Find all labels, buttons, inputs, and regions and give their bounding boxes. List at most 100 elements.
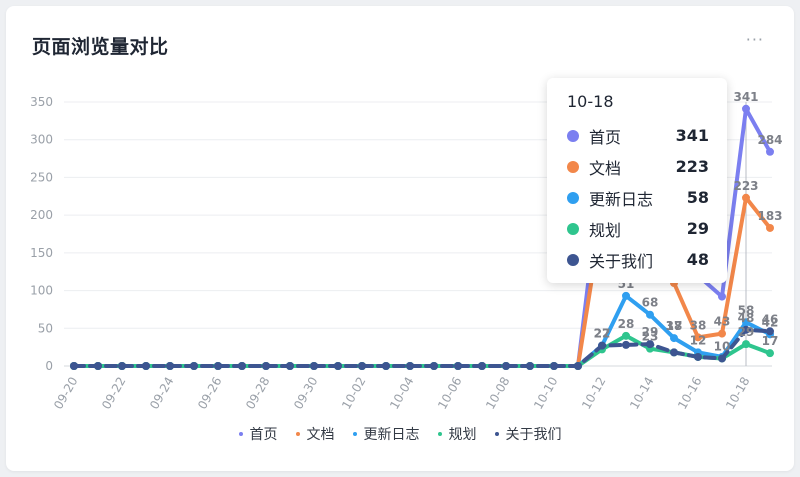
- data-point: [262, 362, 270, 370]
- data-point: [166, 362, 174, 370]
- more-options-icon[interactable]: ···: [745, 30, 764, 49]
- data-label: 48: [738, 311, 755, 325]
- data-label: 17: [762, 334, 779, 348]
- tooltip-row: 关于我们 48: [567, 244, 709, 275]
- tooltip-series-value: 48: [686, 250, 709, 269]
- data-label: 28: [618, 317, 635, 331]
- tooltip-row: 文档 223: [567, 151, 709, 182]
- tooltip-series-name: 文档: [589, 158, 622, 178]
- tooltip-series-name: 更新日志: [589, 189, 654, 209]
- y-tick-label: 50: [38, 321, 53, 335]
- legend-item[interactable]: 更新日志: [352, 424, 420, 444]
- x-tick-label: 10-12: [579, 375, 609, 412]
- data-point: [742, 193, 750, 202]
- legend-dot-icon: [352, 432, 357, 436]
- tooltip-dot-icon: [567, 160, 579, 173]
- x-tick-label: 10-10: [531, 375, 561, 412]
- data-point: [646, 340, 654, 349]
- y-tick-label: 200: [30, 208, 53, 222]
- data-label: 46: [762, 312, 779, 326]
- data-label: 43: [714, 315, 731, 329]
- data-label: 29: [642, 325, 659, 339]
- data-label: 12: [690, 333, 707, 347]
- y-tick-label: 250: [30, 170, 53, 184]
- y-tick-label: 350: [30, 95, 53, 109]
- x-tick-label: 10-08: [483, 375, 513, 412]
- tooltip-dot-icon: [567, 191, 579, 204]
- tooltip-row: 规划 29: [567, 213, 709, 244]
- x-tick-label: 09-26: [195, 375, 225, 412]
- tooltip-series-value: 223: [675, 157, 709, 176]
- data-point: [718, 292, 726, 301]
- tooltip-row: 首页 341: [567, 120, 709, 151]
- chart-tooltip: 10-18 首页 341 文档 223 更新日志 58 规划 29 关于我们 48: [547, 78, 727, 283]
- data-point: [574, 362, 582, 370]
- data-label: 223: [733, 179, 758, 193]
- data-point: [502, 362, 510, 370]
- data-point: [622, 340, 630, 349]
- data-point: [622, 291, 630, 300]
- data-point: [430, 362, 438, 370]
- data-point: [214, 362, 222, 370]
- data-point: [694, 352, 702, 361]
- legend-dot-icon: [494, 432, 499, 436]
- data-point: [766, 349, 774, 358]
- legend-item[interactable]: 文档: [295, 424, 335, 444]
- tooltip-dot-icon: [567, 129, 579, 142]
- data-point: [670, 348, 678, 357]
- x-tick-label: 10-02: [339, 375, 369, 412]
- tooltip-series-name: 关于我们: [589, 251, 654, 271]
- data-point: [742, 104, 750, 113]
- data-point: [742, 340, 750, 349]
- tooltip-series-name: 规划: [589, 220, 622, 240]
- data-label: 284: [757, 133, 782, 147]
- tooltip-dot-icon: [567, 253, 579, 266]
- x-tick-label: 09-28: [243, 375, 273, 412]
- data-point: [190, 362, 198, 370]
- data-point: [550, 362, 558, 370]
- data-label: 22: [594, 327, 611, 341]
- legend-item[interactable]: 关于我们: [494, 424, 562, 444]
- data-point: [406, 362, 414, 370]
- x-tick-label: 10-16: [675, 375, 705, 412]
- data-point: [286, 362, 294, 370]
- legend-dot-icon: [238, 432, 243, 436]
- x-tick-label: 09-22: [99, 375, 129, 412]
- x-tick-label: 10-18: [723, 375, 753, 412]
- tooltip-series-name: 首页: [589, 127, 622, 147]
- data-point: [142, 362, 150, 370]
- data-point: [478, 362, 486, 370]
- data-label: 10: [714, 339, 731, 353]
- data-point: [238, 362, 246, 370]
- data-point: [694, 333, 702, 342]
- legend-item[interactable]: 规划: [437, 424, 477, 444]
- legend-item[interactable]: 首页: [238, 424, 278, 444]
- data-point: [718, 354, 726, 363]
- chart-legend: 首页 文档 更新日志 规划 关于我们: [0, 424, 800, 444]
- x-tick-label: 09-30: [291, 375, 321, 412]
- y-tick-label: 150: [30, 246, 53, 260]
- y-tick-label: 100: [30, 284, 53, 298]
- data-point: [70, 362, 78, 370]
- data-point: [454, 362, 462, 370]
- card-title: 页面浏览量对比: [32, 36, 169, 58]
- legend-label: 首页: [249, 427, 278, 443]
- x-tick-label: 10-04: [387, 375, 417, 412]
- y-tick-label: 300: [30, 133, 53, 147]
- tooltip-series-value: 58: [686, 188, 709, 207]
- data-point: [670, 334, 678, 343]
- legend-dot-icon: [437, 432, 442, 436]
- x-tick-label: 10-06: [435, 375, 465, 412]
- data-label: 341: [733, 90, 758, 104]
- data-label: 38: [690, 318, 707, 332]
- data-point: [766, 147, 774, 156]
- x-tick-label: 09-20: [51, 375, 81, 412]
- data-point: [646, 310, 654, 319]
- x-tick-label: 09-24: [147, 375, 177, 412]
- data-point: [358, 362, 366, 370]
- data-label: 18: [666, 319, 683, 333]
- data-label: 42: [762, 315, 779, 329]
- data-label: 27: [594, 327, 611, 341]
- tooltip-row: 更新日志 58: [567, 182, 709, 213]
